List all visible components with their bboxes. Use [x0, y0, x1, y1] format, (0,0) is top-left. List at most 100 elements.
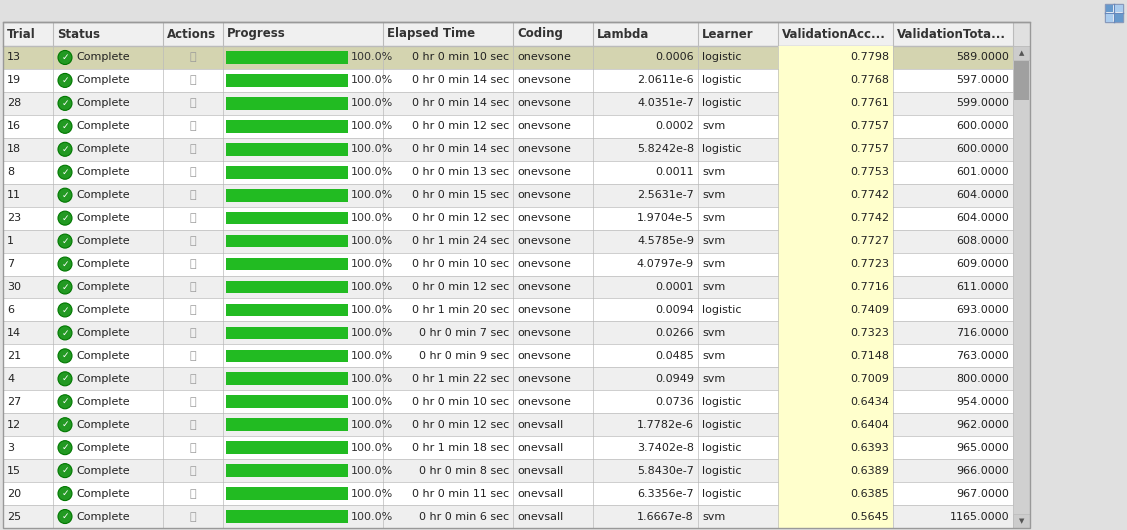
Text: 1.6667e-8: 1.6667e-8: [637, 511, 694, 522]
Text: 1: 1: [7, 236, 14, 246]
Text: onevsone: onevsone: [517, 75, 571, 85]
Bar: [3, 367, 1013, 390]
Bar: [227, 326, 348, 339]
Text: onevsone: onevsone: [517, 167, 571, 177]
Text: ▲: ▲: [1019, 50, 1024, 56]
Text: Complete: Complete: [76, 351, 130, 361]
Text: onevsone: onevsone: [517, 397, 571, 407]
Bar: [3, 344, 1013, 367]
Circle shape: [57, 509, 72, 524]
Text: 599.0000: 599.0000: [956, 99, 1009, 108]
Text: 0.0006: 0.0006: [656, 52, 694, 63]
Text: 0 hr 1 min 18 sec: 0 hr 1 min 18 sec: [411, 443, 509, 453]
Text: 0.6389: 0.6389: [850, 466, 889, 475]
Text: 4: 4: [7, 374, 15, 384]
Text: 11: 11: [7, 190, 21, 200]
Bar: [1013, 46, 1030, 528]
Text: ✓: ✓: [61, 398, 69, 407]
Text: 0.6393: 0.6393: [850, 443, 889, 453]
Text: 0.7716: 0.7716: [850, 282, 889, 292]
Bar: [227, 189, 348, 201]
Text: 0.7768: 0.7768: [850, 75, 889, 85]
Text: 604.0000: 604.0000: [956, 190, 1009, 200]
Text: ✓: ✓: [61, 489, 69, 498]
Text: 0.0736: 0.0736: [655, 397, 694, 407]
Text: Complete: Complete: [76, 190, 130, 200]
Text: 🗑: 🗑: [189, 144, 196, 154]
Text: 0.0266: 0.0266: [655, 328, 694, 338]
Bar: [3, 46, 1013, 69]
Text: ValidationAcc...: ValidationAcc...: [782, 28, 886, 40]
Text: logistic: logistic: [702, 305, 742, 315]
Bar: [227, 510, 348, 523]
Text: 🗑: 🗑: [189, 351, 196, 361]
Text: onevsone: onevsone: [517, 259, 571, 269]
Text: ✓: ✓: [61, 282, 69, 292]
Bar: [227, 258, 348, 270]
Text: 🗑: 🗑: [189, 305, 196, 315]
Text: 0 hr 0 min 6 sec: 0 hr 0 min 6 sec: [419, 511, 509, 522]
Text: ✓: ✓: [61, 99, 69, 108]
Text: 0 hr 1 min 20 sec: 0 hr 1 min 20 sec: [411, 305, 509, 315]
Circle shape: [57, 188, 72, 202]
Text: 🗑: 🗑: [189, 75, 196, 85]
Text: 100.0%: 100.0%: [350, 75, 393, 85]
Text: 25: 25: [7, 511, 21, 522]
Bar: [227, 97, 348, 110]
Text: onevsone: onevsone: [517, 282, 571, 292]
Text: 0 hr 0 min 11 sec: 0 hr 0 min 11 sec: [411, 489, 509, 499]
Bar: [778, 390, 893, 413]
Text: 0 hr 0 min 7 sec: 0 hr 0 min 7 sec: [419, 328, 509, 338]
Text: onevsone: onevsone: [517, 351, 571, 361]
Text: ValidationTota...: ValidationTota...: [897, 28, 1006, 40]
Text: 0 hr 1 min 24 sec: 0 hr 1 min 24 sec: [411, 236, 509, 246]
Text: ✓: ✓: [61, 466, 69, 475]
Text: Complete: Complete: [76, 121, 130, 131]
Text: ✓: ✓: [61, 305, 69, 314]
Bar: [3, 298, 1013, 321]
Text: svm: svm: [702, 374, 726, 384]
Bar: [778, 367, 893, 390]
Text: logistic: logistic: [702, 443, 742, 453]
Text: 966.0000: 966.0000: [956, 466, 1009, 475]
Text: onevsone: onevsone: [517, 328, 571, 338]
Text: 100.0%: 100.0%: [350, 466, 393, 475]
Text: onevsone: onevsone: [517, 236, 571, 246]
Text: svm: svm: [702, 213, 726, 223]
Text: Complete: Complete: [76, 213, 130, 223]
Text: 27: 27: [7, 397, 21, 407]
Text: 954.0000: 954.0000: [956, 397, 1009, 407]
Circle shape: [57, 395, 72, 409]
Bar: [3, 505, 1013, 528]
Bar: [3, 413, 1013, 436]
Text: onevsone: onevsone: [517, 121, 571, 131]
Text: ✓: ✓: [61, 260, 69, 269]
Bar: [227, 350, 348, 362]
Bar: [3, 390, 1013, 413]
Text: 5.8430e-7: 5.8430e-7: [637, 466, 694, 475]
Text: 🗑: 🗑: [189, 121, 196, 131]
Bar: [778, 138, 893, 161]
Text: 611.0000: 611.0000: [957, 282, 1009, 292]
Circle shape: [57, 440, 72, 455]
Text: ✓: ✓: [61, 329, 69, 338]
Text: 100.0%: 100.0%: [350, 213, 393, 223]
Text: 4.0351e-7: 4.0351e-7: [637, 99, 694, 108]
Text: ✓: ✓: [61, 191, 69, 200]
Bar: [778, 321, 893, 344]
Circle shape: [57, 280, 72, 294]
Text: 100.0%: 100.0%: [350, 351, 393, 361]
Text: 100.0%: 100.0%: [350, 121, 393, 131]
Text: 100.0%: 100.0%: [350, 511, 393, 522]
Text: 100.0%: 100.0%: [350, 420, 393, 430]
Text: Complete: Complete: [76, 99, 130, 108]
Bar: [778, 92, 893, 115]
Text: 🗑: 🗑: [189, 374, 196, 384]
Text: 100.0%: 100.0%: [350, 190, 393, 200]
Text: 589.0000: 589.0000: [956, 52, 1009, 63]
Text: 100.0%: 100.0%: [350, 144, 393, 154]
Text: 600.0000: 600.0000: [957, 144, 1009, 154]
Bar: [778, 459, 893, 482]
Text: 4.5785e-9: 4.5785e-9: [637, 236, 694, 246]
Text: onevsone: onevsone: [517, 374, 571, 384]
